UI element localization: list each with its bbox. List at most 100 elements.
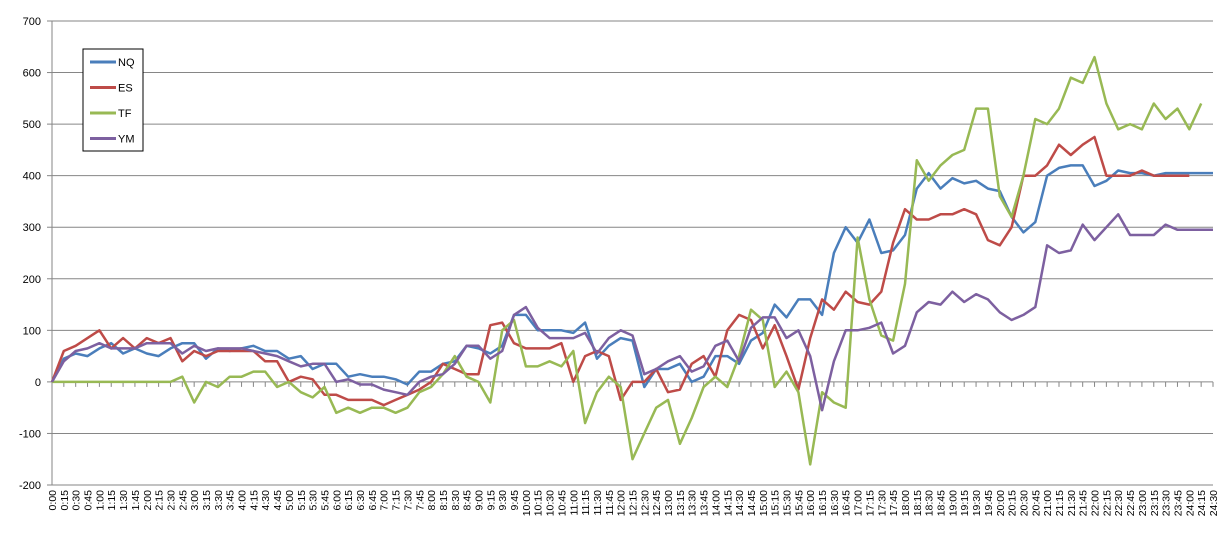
x-tick-label: 2:00 (142, 490, 154, 511)
x-tick-label: 6:00 (331, 490, 343, 511)
x-tick-label: 10:45 (556, 490, 568, 516)
x-tick-label: 21:00 (1042, 490, 1054, 516)
x-tick-label: 0:45 (83, 490, 95, 511)
x-tick-label: 2:45 (177, 490, 189, 511)
x-tick-label: 5:15 (296, 490, 308, 511)
x-tick-label: 6:45 (367, 490, 379, 511)
x-tick-label: 16:45 (841, 490, 853, 516)
x-tick-label: 17:30 (876, 490, 888, 516)
x-tick-label: 22:00 (1090, 490, 1102, 516)
x-tick-label: 9:15 (485, 490, 497, 511)
x-tick-label: 14:45 (746, 490, 758, 516)
x-tick-label: 21:45 (1078, 490, 1090, 516)
x-tick-label: 20:00 (995, 490, 1007, 516)
x-tick-label: 1:15 (106, 490, 118, 511)
x-tick-label: 14:15 (722, 490, 734, 516)
x-tick-label: 10:30 (545, 490, 557, 516)
x-tick-label: 2:30 (165, 490, 177, 511)
x-tick-label: 15:00 (758, 490, 770, 516)
x-tick-label: 7:00 (379, 490, 391, 511)
x-tick-label: 5:45 (319, 490, 331, 511)
x-tick-label: 13:45 (699, 490, 711, 516)
x-tick-label: 18:45 (936, 490, 948, 516)
x-tick-label: 12:15 (628, 490, 640, 516)
x-tick-label: 1:00 (94, 490, 106, 511)
x-tick-label: 14:00 (710, 490, 722, 516)
x-tick-label: 18:30 (924, 490, 936, 516)
y-tick-label: 0 (35, 377, 41, 389)
y-tick-label: 200 (23, 274, 41, 286)
x-tick-label: 21:30 (1066, 490, 1078, 516)
legend-label: TF (118, 108, 132, 120)
x-tick-label: 3:15 (201, 490, 213, 511)
x-tick-label: 1:45 (130, 490, 142, 511)
x-tick-label: 13:30 (687, 490, 699, 516)
x-tick-label: 12:30 (639, 490, 651, 516)
y-tick-label: 600 (23, 68, 41, 80)
x-tick-label: 19:45 (983, 490, 995, 516)
x-tick-label: 21:15 (1054, 490, 1066, 516)
x-tick-label: 16:15 (817, 490, 829, 516)
x-tick-label: 17:15 (864, 490, 876, 516)
x-tick-label: 4:30 (260, 490, 272, 511)
x-axis: 0:00 0:15 0:30 0:45 1:00 1:15 1:30 1:45 2:00 2:15… (47, 381, 1220, 516)
y-axis: 700 600 500 400 300 200 100 0 -100 -200 (19, 16, 53, 492)
x-tick-label: 11:30 (592, 490, 604, 516)
x-tick-label: 18:15 (912, 490, 924, 516)
x-tick-label: 19:00 (947, 490, 959, 516)
y-tick-label: -100 (19, 428, 41, 440)
x-tick-label: 5:00 (284, 490, 296, 511)
x-tick-label: 5:30 (308, 490, 320, 511)
x-tick-label: 20:30 (1018, 490, 1030, 516)
x-tick-label: 1:30 (118, 490, 130, 511)
x-tick-label: 17:45 (888, 490, 900, 516)
x-tick-label: 12:45 (651, 490, 663, 516)
x-tick-label: 10:00 (521, 490, 533, 516)
x-tick-label: 19:15 (959, 490, 971, 516)
x-tick-label: 24:00 (1184, 490, 1196, 516)
x-tick-label: 20:15 (1007, 490, 1019, 516)
x-tick-label: 23:15 (1149, 490, 1161, 516)
x-tick-label: 3:30 (213, 490, 225, 511)
x-tick-label: 15:30 (782, 490, 794, 516)
legend-label: YM (118, 134, 135, 146)
x-tick-label: 24:15 (1196, 490, 1208, 516)
x-tick-label: 8:30 (450, 490, 462, 511)
x-tick-label: 4:15 (248, 490, 260, 511)
x-tick-label: 4:00 (237, 490, 249, 511)
x-tick-label: 8:00 (426, 490, 438, 511)
x-tick-label: 9:45 (509, 490, 521, 511)
x-tick-label: 16:30 (829, 490, 841, 516)
x-tick-label: 22:45 (1125, 490, 1137, 516)
x-tick-label: 14:30 (734, 490, 746, 516)
y-tick-label: 400 (23, 171, 41, 183)
x-tick-label: 11:00 (568, 490, 580, 516)
x-tick-label: 9:30 (497, 490, 509, 511)
series-line-tf (52, 55, 1203, 466)
x-tick-label: 13:15 (675, 490, 687, 516)
x-tick-label: 4:45 (272, 490, 284, 511)
series-line-es (50, 135, 1190, 407)
x-tick-label: 6:15 (343, 490, 355, 511)
x-tick-label: 13:00 (663, 490, 675, 516)
x-tick-label: 6:30 (355, 490, 367, 511)
y-tick-label: 300 (23, 222, 41, 234)
x-tick-label: 10:15 (533, 490, 545, 516)
x-tick-label: 11:15 (580, 490, 592, 516)
x-tick-label: 15:15 (770, 490, 782, 516)
y-tick-label: 700 (23, 16, 41, 28)
x-tick-label: 0:30 (71, 490, 83, 511)
x-tick-label: 16:00 (805, 490, 817, 516)
series-lines (50, 55, 1213, 466)
x-tick-label: 17:00 (853, 490, 865, 516)
x-tick-label: 15:45 (793, 490, 805, 516)
y-tick-label: 500 (23, 119, 41, 131)
x-tick-label: 9:00 (473, 490, 485, 511)
x-tick-label: 20:45 (1030, 490, 1042, 516)
x-tick-label: 23:00 (1137, 490, 1149, 516)
x-tick-label: 12:00 (616, 490, 628, 516)
x-tick-label: 3:45 (225, 490, 237, 511)
x-tick-label: 7:30 (402, 490, 414, 511)
x-tick-label: 7:15 (391, 490, 403, 511)
